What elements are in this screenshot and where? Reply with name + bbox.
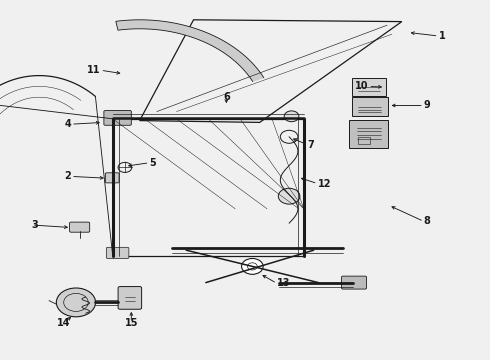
Text: 13: 13 <box>277 278 291 288</box>
Circle shape <box>56 288 96 317</box>
Text: 2: 2 <box>64 171 71 181</box>
FancyBboxPatch shape <box>106 247 129 258</box>
Text: 1: 1 <box>439 31 445 41</box>
Text: 4: 4 <box>64 119 71 129</box>
Text: 10: 10 <box>355 81 368 91</box>
FancyBboxPatch shape <box>118 287 142 309</box>
FancyBboxPatch shape <box>352 78 386 96</box>
FancyBboxPatch shape <box>342 276 367 289</box>
Text: 3: 3 <box>32 220 39 230</box>
Circle shape <box>284 111 299 122</box>
FancyBboxPatch shape <box>105 173 119 183</box>
Text: 8: 8 <box>424 216 431 226</box>
Text: 9: 9 <box>424 100 431 111</box>
Text: 15: 15 <box>124 318 138 328</box>
Bar <box>358 137 370 144</box>
Text: 6: 6 <box>223 92 230 102</box>
FancyBboxPatch shape <box>349 120 388 148</box>
Text: 11: 11 <box>87 65 100 75</box>
Bar <box>113 119 304 256</box>
FancyBboxPatch shape <box>352 97 388 116</box>
Circle shape <box>278 188 300 204</box>
Text: 5: 5 <box>149 158 156 168</box>
Circle shape <box>242 258 263 274</box>
FancyBboxPatch shape <box>104 111 131 125</box>
Text: 12: 12 <box>318 179 331 189</box>
Text: 7: 7 <box>308 140 315 150</box>
Text: 14: 14 <box>57 318 71 328</box>
PathPatch shape <box>116 20 264 82</box>
FancyBboxPatch shape <box>70 222 90 232</box>
